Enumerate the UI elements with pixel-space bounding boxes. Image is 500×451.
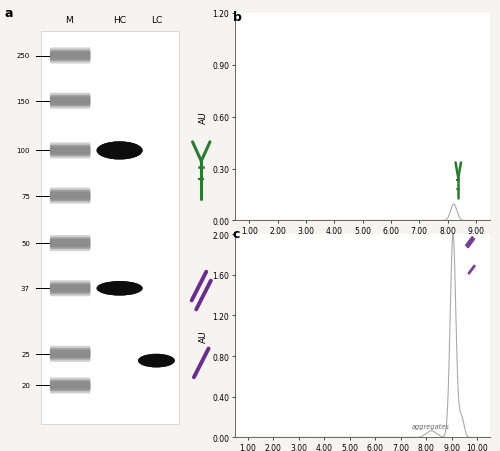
FancyBboxPatch shape bbox=[50, 48, 90, 64]
FancyBboxPatch shape bbox=[50, 146, 90, 156]
FancyBboxPatch shape bbox=[50, 349, 90, 359]
FancyBboxPatch shape bbox=[50, 52, 90, 60]
Text: 250: 250 bbox=[16, 53, 30, 60]
FancyBboxPatch shape bbox=[50, 283, 90, 294]
Y-axis label: AU: AU bbox=[200, 111, 208, 124]
FancyBboxPatch shape bbox=[50, 346, 90, 362]
Text: a: a bbox=[4, 7, 13, 20]
FancyBboxPatch shape bbox=[50, 281, 90, 296]
Text: 75: 75 bbox=[21, 193, 30, 199]
Text: c: c bbox=[232, 228, 240, 241]
Text: LC: LC bbox=[151, 16, 162, 25]
FancyBboxPatch shape bbox=[42, 32, 179, 424]
Text: 50: 50 bbox=[21, 240, 30, 247]
FancyBboxPatch shape bbox=[50, 98, 90, 105]
FancyBboxPatch shape bbox=[50, 192, 90, 200]
FancyBboxPatch shape bbox=[50, 285, 90, 293]
FancyBboxPatch shape bbox=[50, 236, 90, 251]
Ellipse shape bbox=[138, 354, 175, 368]
FancyBboxPatch shape bbox=[50, 285, 90, 292]
FancyBboxPatch shape bbox=[50, 94, 90, 109]
FancyBboxPatch shape bbox=[50, 281, 90, 297]
FancyBboxPatch shape bbox=[50, 382, 90, 390]
FancyBboxPatch shape bbox=[50, 51, 90, 62]
X-axis label: Minutes: Minutes bbox=[344, 238, 380, 247]
FancyBboxPatch shape bbox=[50, 240, 90, 247]
FancyBboxPatch shape bbox=[50, 96, 90, 107]
Ellipse shape bbox=[96, 281, 142, 296]
FancyBboxPatch shape bbox=[50, 238, 90, 249]
FancyBboxPatch shape bbox=[50, 97, 90, 106]
FancyBboxPatch shape bbox=[50, 238, 90, 249]
FancyBboxPatch shape bbox=[50, 239, 90, 248]
FancyBboxPatch shape bbox=[50, 235, 90, 252]
FancyBboxPatch shape bbox=[50, 193, 90, 200]
FancyBboxPatch shape bbox=[50, 143, 90, 159]
FancyBboxPatch shape bbox=[50, 346, 90, 362]
Ellipse shape bbox=[96, 281, 142, 296]
Text: aggregates: aggregates bbox=[412, 423, 450, 429]
FancyBboxPatch shape bbox=[50, 96, 90, 107]
FancyBboxPatch shape bbox=[50, 143, 90, 159]
FancyBboxPatch shape bbox=[50, 51, 90, 62]
FancyBboxPatch shape bbox=[50, 53, 90, 60]
FancyBboxPatch shape bbox=[50, 380, 90, 391]
FancyBboxPatch shape bbox=[50, 350, 90, 358]
Text: 25: 25 bbox=[21, 351, 30, 357]
Text: b: b bbox=[232, 11, 241, 24]
Ellipse shape bbox=[96, 142, 142, 160]
Ellipse shape bbox=[138, 354, 175, 368]
FancyBboxPatch shape bbox=[50, 190, 90, 202]
Y-axis label: AU: AU bbox=[200, 330, 208, 342]
FancyBboxPatch shape bbox=[50, 147, 90, 155]
Text: HC: HC bbox=[113, 16, 126, 25]
Text: 20: 20 bbox=[21, 382, 30, 389]
FancyBboxPatch shape bbox=[50, 283, 90, 295]
Text: M: M bbox=[65, 16, 73, 25]
FancyBboxPatch shape bbox=[50, 189, 90, 204]
FancyBboxPatch shape bbox=[50, 382, 90, 389]
FancyBboxPatch shape bbox=[50, 145, 90, 157]
FancyBboxPatch shape bbox=[50, 93, 90, 110]
Text: 37: 37 bbox=[21, 285, 30, 292]
FancyBboxPatch shape bbox=[50, 380, 90, 391]
FancyBboxPatch shape bbox=[50, 188, 90, 204]
Ellipse shape bbox=[96, 142, 142, 160]
FancyBboxPatch shape bbox=[50, 350, 90, 358]
FancyBboxPatch shape bbox=[50, 147, 90, 155]
Text: 100: 100 bbox=[16, 148, 30, 154]
FancyBboxPatch shape bbox=[50, 191, 90, 202]
FancyBboxPatch shape bbox=[50, 377, 90, 394]
Text: 150: 150 bbox=[16, 98, 30, 105]
FancyBboxPatch shape bbox=[50, 378, 90, 393]
FancyBboxPatch shape bbox=[50, 348, 90, 360]
FancyBboxPatch shape bbox=[50, 49, 90, 64]
